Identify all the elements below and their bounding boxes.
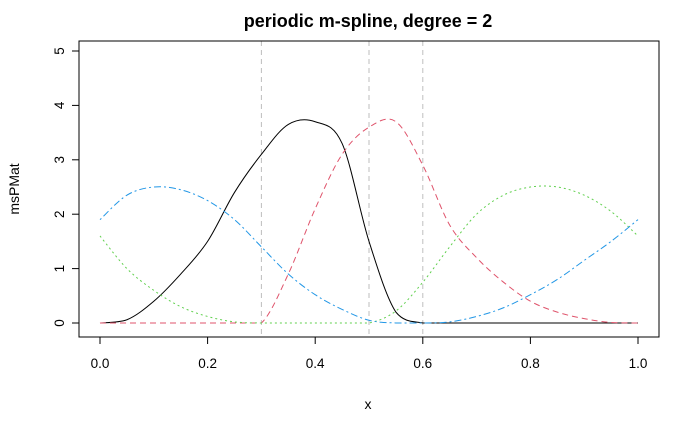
chart-title: periodic m-spline, degree = 2	[244, 11, 493, 31]
x-tick-label: 0.8	[521, 356, 540, 371]
y-axis: 0 1 2 3 4 5	[52, 47, 80, 327]
series-lines	[99, 118, 639, 324]
y-tick-label: 3	[52, 156, 67, 164]
y-tick-label: 5	[52, 47, 67, 55]
x-tick-label: 0.2	[198, 356, 217, 371]
x-axis: 0.0 0.2 0.4 0.6 0.8 1.0	[91, 336, 648, 371]
series-line-3	[99, 185, 639, 324]
y-tick-label: 2	[52, 210, 67, 218]
y-tick-label: 4	[52, 101, 67, 109]
x-tick-label: 0.0	[91, 356, 110, 371]
y-tick-label: 1	[52, 265, 67, 273]
series-line-4	[99, 186, 639, 324]
series-line-1	[99, 119, 638, 324]
knot-lines	[260, 41, 424, 337]
y-axis-label: msPMat	[6, 163, 22, 214]
y-tick-label: 0	[52, 319, 67, 327]
x-tick-label: 1.0	[629, 356, 648, 371]
x-tick-label: 0.4	[306, 356, 325, 371]
x-tick-label: 0.6	[413, 356, 432, 371]
x-axis-label: x	[365, 396, 372, 412]
series-line-2	[100, 118, 639, 324]
